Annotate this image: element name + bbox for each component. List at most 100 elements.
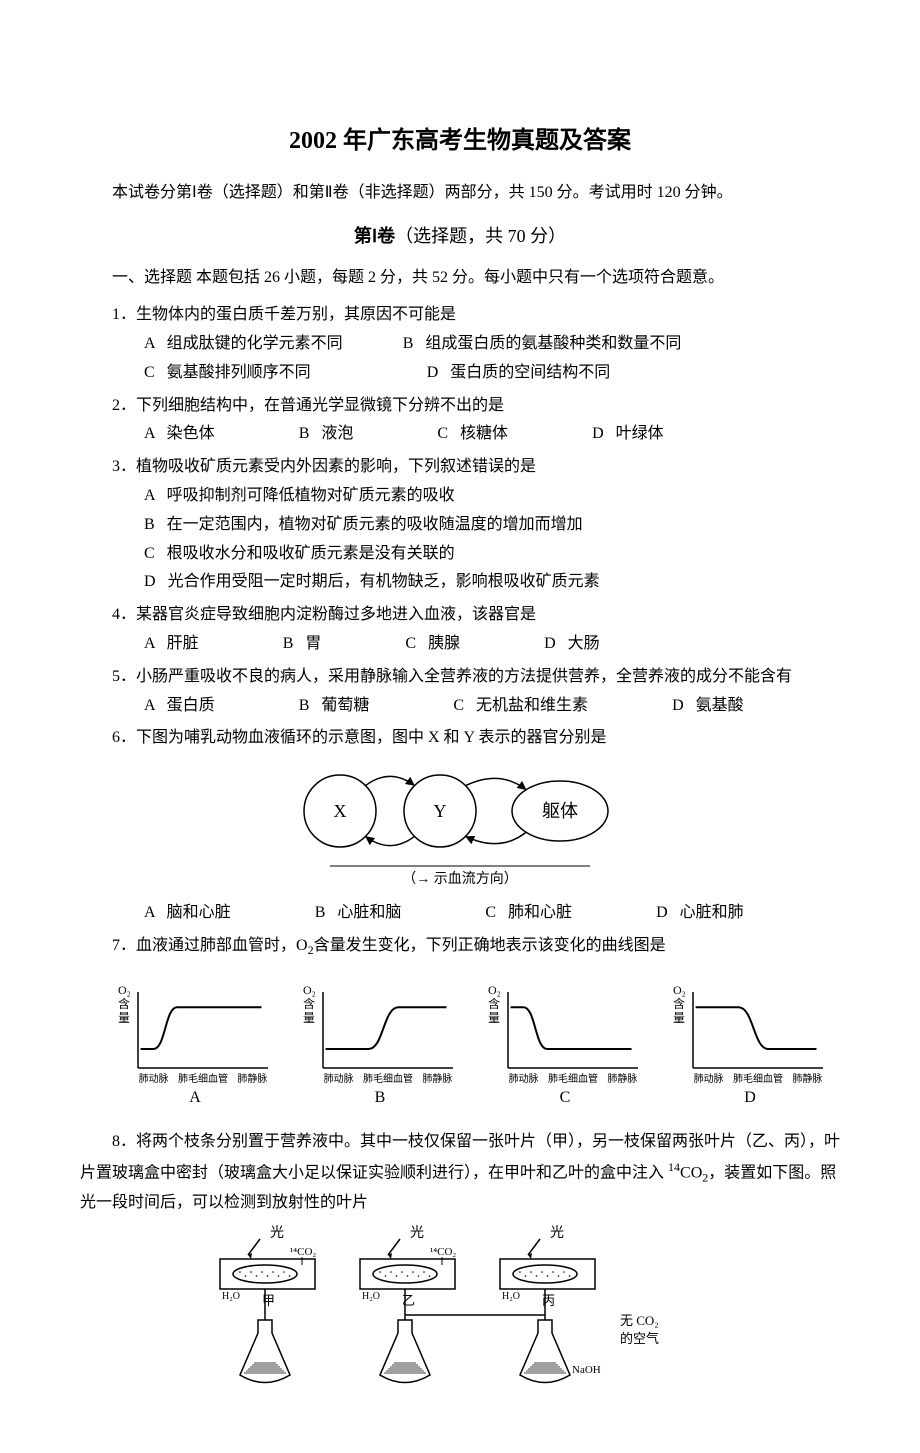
svg-text:NaOH: NaOH [572,1364,601,1376]
svg-text:Y: Y [434,801,447,821]
q6-opt-a: 脑和心脏 [112,899,231,928]
section-1-instructions: 一、选择题 本题包括 26 小题，每题 2 分，共 52 分。每小题中只有一个选… [80,264,840,293]
q5-opt-b: 葡萄糖 [267,692,370,721]
q8-diagram: 光 ¹⁴CO₂ 甲 H₂O 光 ¹⁴CO₂ 乙 H₂O 光丙 H₂O NaOH 无 CO₂ 的空气 [80,1225,840,1405]
svg-text:肺静脉: 肺静脉 [237,1072,267,1085]
q3-opt-c-row: 根吸收水分和吸收矿质元素是没有关联的 [80,540,840,569]
q2-opt-c: 核糖体 [405,420,508,449]
svg-text:（→ 示血流方向）: （→ 示血流方向） [402,871,518,887]
svg-text:H₂O: H₂O [222,1291,240,1302]
q6-opt-d: 心脏和肺 [624,899,744,928]
svg-text:含: 含 [118,996,130,1011]
svg-text:肺毛细血管: 肺毛细血管 [363,1072,413,1085]
section-1-title: 第Ⅰ卷 [354,226,395,246]
q1-opt-c: 氨基酸排列顺序不同 [112,359,311,388]
q7-text: 7．血液通过肺部血管时，O2含量发生变化，下列正确地表示该变化的曲线图是 [80,932,840,962]
svg-text:肺毛细血管: 肺毛细血管 [178,1072,228,1085]
svg-text:光: 光 [410,1225,424,1241]
svg-text:躯体: 躯体 [542,801,578,821]
svg-text:H₂O: H₂O [502,1291,520,1302]
q2-opt-b: 液泡 [267,420,354,449]
q6-opts: 脑和心脏 心脏和脑 肺和心脏 心脏和肺 [80,899,840,928]
q3-opt-b: 在一定范围内，植物对矿质元素的吸收随温度的增加而增加 [112,511,583,540]
q5-opt-d: 氨基酸 [640,692,744,721]
q4-text: 4．某器官炎症导致细胞内淀粉酶过多地进入血液，该器官是 [80,601,840,630]
svg-text:肺毛细血管: 肺毛细血管 [733,1072,783,1085]
q5-opts: 蛋白质 葡萄糖 无机盐和维生素 氨基酸 [80,692,840,721]
q8-svg: 光 ¹⁴CO₂ 甲 H₂O 光 ¹⁴CO₂ 乙 H₂O 光丙 H₂O NaOH 无 CO₂ 的空气 [200,1225,720,1405]
q6-opt-c: 肺和心脏 [453,899,572,928]
exam-intro: 本试卷分第Ⅰ卷（选择题）和第Ⅱ卷（非选择题）两部分，共 150 分。考试用时 1… [80,179,840,208]
q5-opt-c: 无机盐和维生素 [421,692,588,721]
section-1-header: 第Ⅰ卷（选择题，共 70 分） [80,220,840,252]
q2-opt-a: 染色体 [112,420,215,449]
q2-opt-d: 叶绿体 [560,420,664,449]
svg-text:量: 量 [488,1011,500,1025]
q3-opt-a-row: 呼吸抑制剂可降低植物对矿质元素的吸收 [80,482,840,511]
q4-opt-b: 胃 [251,630,322,659]
q6-diagram: X Y 躯体 （→ 示血流方向） [80,761,840,891]
svg-text:含: 含 [673,996,685,1011]
page-title: 2002 年广东高考生物真题及答案 [80,120,840,163]
q6-opt-b: 心脏和脑 [283,899,402,928]
svg-text:X: X [334,801,347,821]
q2-text: 2．下列细胞结构中，在普通光学显微镜下分辨不出的是 [80,392,840,421]
svg-text:肺静脉: 肺静脉 [422,1072,452,1085]
svg-text:肺毛细血管: 肺毛细血管 [548,1072,598,1085]
q5-text: 5．小肠严重吸收不良的病人，采用静脉输入全营养液的方法提供营养，全营养液的成分不… [80,663,840,692]
q3-opt-c: 根吸收水分和吸收矿质元素是没有关联的 [112,540,455,569]
q1-text: 1．生物体内的蛋白质千差万别，其原因不可能是 [80,301,840,330]
svg-text:含: 含 [303,996,315,1011]
svg-text:甲: 甲 [262,1293,275,1308]
svg-text:无 CO₂: 无 CO₂ [620,1313,659,1328]
svg-text:¹⁴CO₂: ¹⁴CO₂ [430,1246,456,1258]
svg-text:O₂: O₂ [303,983,316,997]
q4-opt-c: 胰腺 [373,630,460,659]
q6-svg: X Y 躯体 （→ 示血流方向） [290,761,630,891]
q3-text: 3．植物吸收矿质元素受内外因素的影响，下列叙述错误的是 [80,453,840,482]
q3-opt-b-row: 在一定范围内，植物对矿质元素的吸收随温度的增加而增加 [80,511,840,540]
svg-text:A: A [189,1089,201,1106]
q7-prefix: 7．血液通过肺部血管时，O [112,937,308,954]
q4-opt-a: 肝脏 [112,630,199,659]
svg-text:C: C [560,1089,571,1106]
svg-text:O₂: O₂ [673,983,686,997]
section-1-sub: （选择题，共 70 分） [395,226,566,246]
svg-text:肺静脉: 肺静脉 [607,1072,637,1085]
svg-text:量: 量 [673,1011,685,1025]
q7-suffix: 含量发生变化，下列正确地表示该变化的曲线图是 [314,937,666,954]
svg-text:B: B [375,1089,386,1106]
svg-text:的空气: 的空气 [620,1331,659,1346]
q1-opt-b: 组成蛋白质的氨基酸种类和数量不同 [371,330,682,359]
svg-text:肺动脉: 肺动脉 [509,1072,539,1085]
svg-text:O₂: O₂ [488,983,501,997]
q6-text: 6．下图为哺乳动物血液循环的示意图，图中 X 和 Y 表示的器官分别是 [80,724,840,753]
svg-text:光: 光 [550,1225,564,1241]
q1-opts-row1: 组成肽键的化学元素不同 组成蛋白质的氨基酸种类和数量不同 [80,330,840,359]
q4-opts: 肝脏 胃 胰腺 大肠 [80,630,840,659]
q8-sup14: 14 [668,1160,680,1174]
svg-text:量: 量 [118,1011,130,1025]
svg-text:光: 光 [270,1225,284,1241]
q2-opts: 染色体 液泡 核糖体 叶绿体 [80,420,840,449]
q1-opt-a: 组成肽键的化学元素不同 [112,330,343,359]
svg-text:丙: 丙 [542,1293,555,1308]
svg-text:¹⁴CO₂: ¹⁴CO₂ [290,1246,316,1258]
svg-text:H₂O: H₂O [362,1291,380,1302]
svg-text:含: 含 [488,996,500,1011]
svg-text:肺动脉: 肺动脉 [139,1072,169,1085]
q1-opts-row2: 氨基酸排列顺序不同 蛋白质的空间结构不同 [80,359,840,388]
q3-opt-d-row: 光合作用受阻一定时期后，有机物缺乏，影响根吸收矿质元素 [80,568,840,597]
q4-opt-d: 大肠 [512,630,600,659]
q8-text: 8．将两个枝条分别置于营养液中。其中一枝仅保留一张叶片（甲），另一枝保留两张叶片… [80,1128,840,1218]
svg-text:D: D [744,1089,756,1106]
q5-opt-a: 蛋白质 [112,692,215,721]
svg-text:肺动脉: 肺动脉 [694,1072,724,1085]
q7-diagram: O₂含量肺动脉肺毛细血管肺静脉AO₂含量肺动脉肺毛细血管肺静脉BO₂含量肺动脉肺… [80,970,840,1120]
q3-opt-d: 光合作用受阻一定时期后，有机物缺乏，影响根吸收矿质元素 [112,568,600,597]
svg-text:肺动脉: 肺动脉 [324,1072,354,1085]
q1-opt-d: 蛋白质的空间结构不同 [395,359,611,388]
svg-text:O₂: O₂ [118,983,131,997]
svg-text:乙: 乙 [402,1293,415,1308]
q8-co2: CO [680,1164,702,1181]
